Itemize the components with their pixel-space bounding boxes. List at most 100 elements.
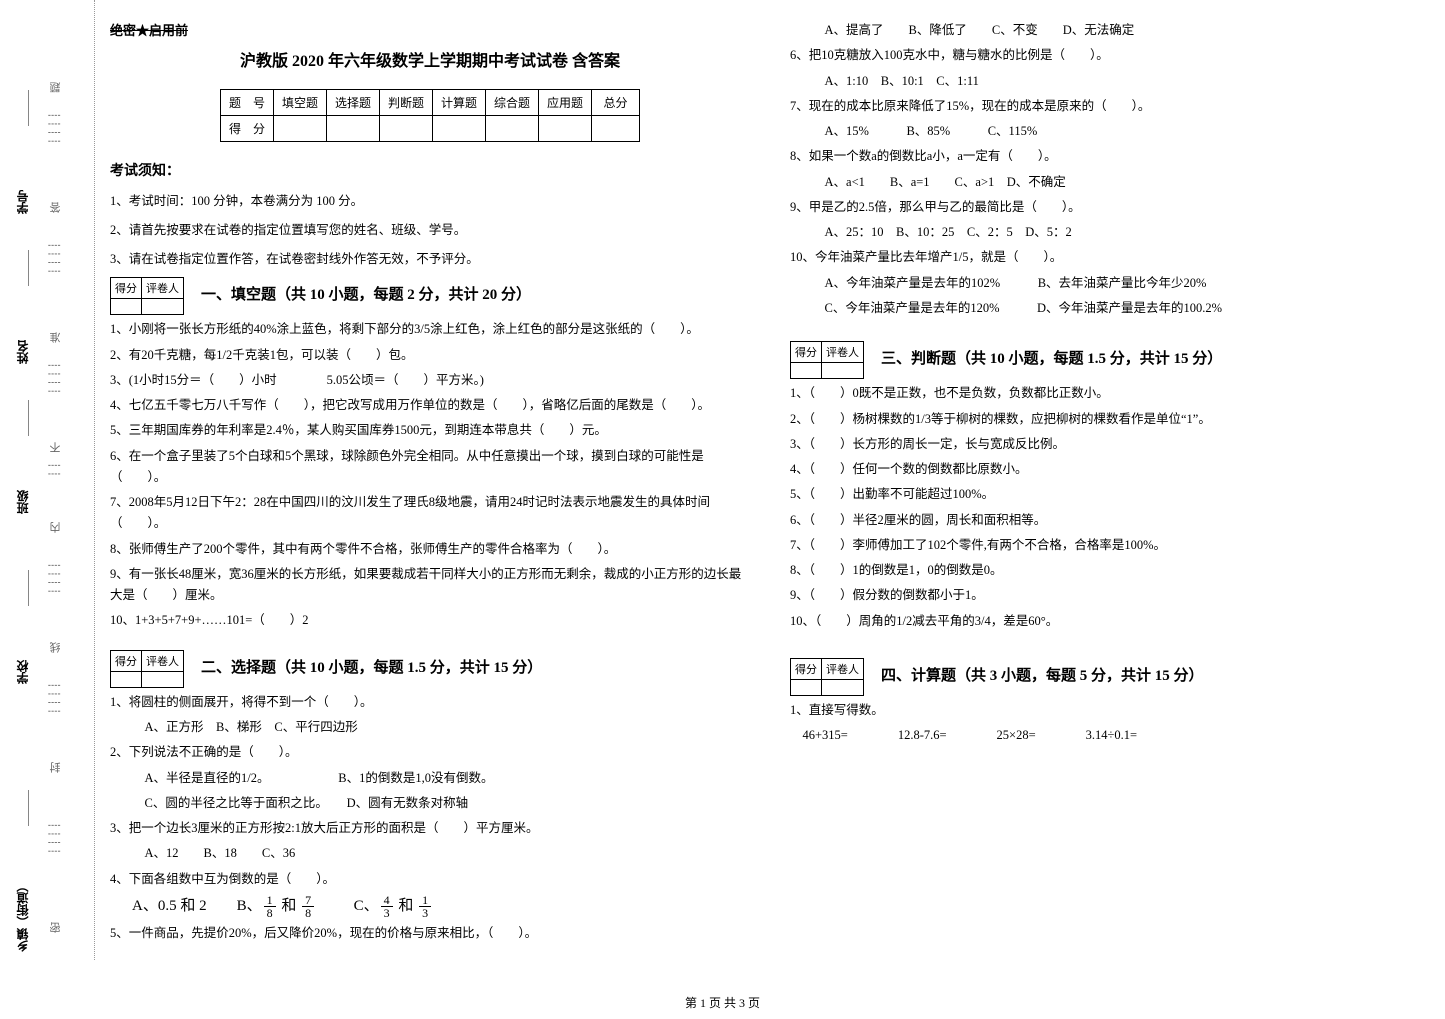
seal-char: 答 xyxy=(48,200,64,213)
choice-opts: A、正方形 B、梯形 C、平行四边形 xyxy=(110,717,750,738)
choice-frac-opts: A、0.5 和 2 B、18 和 78 C、43 和 13 xyxy=(110,894,750,920)
bind-label-id: 学号 xyxy=(14,190,31,214)
choice-opts: A、提高了 B、降低了 C、不变 D、无法确定 xyxy=(790,20,1430,41)
rules-head: 考试须知： xyxy=(110,160,750,180)
seal-dots: ┊┊ xyxy=(48,460,61,477)
choice-q: 8、如果一个数a的倒数比a小，a一定有（ ）。 xyxy=(790,146,1430,167)
bind-underline: ＿＿＿ xyxy=(14,790,31,826)
fill-q: 8、张师傅生产了200个零件，其中有两个零件不合格，张师傅生产的零件合格率为（ … xyxy=(110,539,750,560)
fill-q: 1、小刚将一张长方形纸的40%涂上蓝色，将剩下部分的3/5涂上红色，涂上红色的部… xyxy=(110,319,750,340)
page-footer: 第 1 页 共 3 页 xyxy=(0,994,1445,1011)
choice-opts: A、a<1 B、a=1 C、a>1 D、不确定 xyxy=(790,172,1430,193)
seal-char: 不 xyxy=(48,440,64,453)
score-h6: 应用题 xyxy=(539,90,592,116)
judge-q: 4、（ ）任何一个数的倒数都比原数小。 xyxy=(790,459,1430,480)
minibox-cell xyxy=(142,299,184,315)
frac-d: 8 xyxy=(264,907,276,919)
minibox-cell xyxy=(111,299,142,315)
score-cell xyxy=(326,116,379,142)
confidential-label: 绝密★启用前 xyxy=(110,20,750,39)
choice-opts: A、半径是直径的1/2。 B、1的倒数是1,0没有倒数。 xyxy=(110,768,750,789)
fill-q: 2、有20千克糖，每1/2千克装1包，可以装（ ）包。 xyxy=(110,345,750,366)
frac-n: 1 xyxy=(419,894,431,907)
minibox-grader: 评卷人 xyxy=(822,659,864,680)
judge-q: 9、（ ）假分数的倒数都小于1。 xyxy=(790,585,1430,606)
minibox-cell xyxy=(142,671,184,687)
fill-q: 7、2008年5月12日下午2：28在中国四川的汶川发生了理氏8级地震，请用24… xyxy=(110,492,750,535)
fill-q: 6、在一个盒子里装了5个白球和5个黑球，球除颜色外完全相同。从中任意摸出一个球，… xyxy=(110,446,750,489)
optA: A、0.5 和 2 xyxy=(132,898,207,914)
judge-q: 7、（ ）李师傅加工了102个零件,有两个不合格，合格率是100%。 xyxy=(790,535,1430,556)
calc-q: 1、直接写得数。 xyxy=(790,700,1430,721)
binding-strip: 乡镇（街道） 学校 班级 姓名 学号 ＿＿＿ ＿＿＿ ＿＿＿ ＿＿＿ ＿＿＿ 密… xyxy=(0,0,95,960)
page-body: 绝密★启用前 沪教版 2020 年六年级数学上学期期中考试试卷 含答案 题 号 … xyxy=(110,20,1430,960)
choice-q: 1、将圆柱的侧面展开，将得不到一个（ ）。 xyxy=(110,692,750,713)
minibox-cell xyxy=(111,671,142,687)
score-cell xyxy=(433,116,486,142)
bind-label-township: 乡镇（街道） xyxy=(14,880,31,952)
judge-q: 2、（ ）杨树棵数的1/3等于柳树的棵数，应把柳树的棵数看作是单位“1”。 xyxy=(790,409,1430,430)
bind-underline: ＿＿＿ xyxy=(14,400,31,436)
seal-char: 密 xyxy=(48,920,64,933)
choice-opts: C、圆的半径之比等于面积之比。 D、圆有无数条对称轴 xyxy=(110,793,750,814)
choice-opts: A、今年油菜产量是去年的102% B、去年油菜产量比今年少20% xyxy=(790,273,1430,294)
minibox-score: 得分 xyxy=(791,659,822,680)
fill-q: 9、有一张长48厘米，宽36厘米的长方形纸，如果要裁成若干同样大小的正方形而无剩… xyxy=(110,564,750,607)
minibox-score: 得分 xyxy=(111,650,142,671)
rule-item: 3、请在试卷指定位置作答，在试卷密封线外作答无效，不予评分。 xyxy=(110,248,750,267)
frac-d: 3 xyxy=(381,907,393,919)
fill-q: 3、(1小时15分＝（ ）小时 5.05公顷＝（ ）平方米。) xyxy=(110,370,750,391)
seal-char: 准 xyxy=(48,330,64,343)
frac-n: 4 xyxy=(381,894,393,907)
choice-q: 2、下列说法不正确的是（ ）。 xyxy=(110,742,750,763)
minibox-score: 得分 xyxy=(791,342,822,363)
choice-q: 7、现在的成本比原来降低了15%，现在的成本是原来的（ ）。 xyxy=(790,96,1430,117)
optB-pre: B、 xyxy=(237,898,262,914)
judge-q: 3、（ ）长方形的周长一定，长与宽成反比例。 xyxy=(790,434,1430,455)
frac-d: 3 xyxy=(419,907,431,919)
choice-opts: A、1:10 B、10:1 C、1:11 xyxy=(790,71,1430,92)
seal-char: 封 xyxy=(48,760,64,773)
choice-q: 6、把10克糖放入100克水中，糖与糖水的比例是（ ）。 xyxy=(790,45,1430,66)
seal-dots: ┊┊┊┊ xyxy=(48,560,61,595)
score-cell xyxy=(273,116,326,142)
score-minibox: 得分评卷人 xyxy=(790,341,864,379)
section-choice-title: 二、选择题（共 10 小题，每题 1.5 分，共计 15 分） xyxy=(201,656,542,677)
minibox-cell xyxy=(791,680,822,696)
score-h5: 综合题 xyxy=(486,90,539,116)
minibox-grader: 评卷人 xyxy=(142,650,184,671)
bind-label-school: 学校 xyxy=(14,660,31,684)
frac-d: 8 xyxy=(302,907,314,919)
minibox-cell xyxy=(791,363,822,379)
score-cell xyxy=(592,116,640,142)
bind-underline: ＿＿＿ xyxy=(14,90,31,126)
bind-underline: ＿＿＿ xyxy=(14,570,31,606)
seal-char: 线 xyxy=(48,640,64,653)
score-h2: 选择题 xyxy=(326,90,379,116)
section-fill-title: 一、填空题（共 10 小题，每题 2 分，共计 20 分） xyxy=(201,283,531,304)
choice-q: 9、甲是乙的2.5倍，那么甲与乙的最简比是（ ）。 xyxy=(790,197,1430,218)
choice-opts: A、15% B、85% C、115% xyxy=(790,121,1430,142)
choice-q: 10、今年油菜产量比去年增产1/5，就是（ ）。 xyxy=(790,247,1430,268)
calc-q: 46+315= 12.8-7.6= 25×28= 3.14÷0.1= xyxy=(790,725,1430,746)
minibox-grader: 评卷人 xyxy=(142,278,184,299)
score-h4: 计算题 xyxy=(433,90,486,116)
seal-dots: ┊┊┊┊ xyxy=(48,360,61,395)
rule-item: 1、考试时间：100 分钟，本卷满分为 100 分。 xyxy=(110,190,750,209)
seal-dots: ┊┊┊┊ xyxy=(48,680,61,715)
score-h1: 填空题 xyxy=(273,90,326,116)
section-judge-title: 三、判断题（共 10 小题，每题 1.5 分，共计 15 分） xyxy=(881,347,1222,368)
score-minibox: 得分评卷人 xyxy=(110,650,184,688)
choice-q: 3、把一个边长3厘米的正方形按2:1放大后正方形的面积是（ ）平方厘米。 xyxy=(110,818,750,839)
judge-q: 6、（ ）半径2厘米的圆，周长和面积相等。 xyxy=(790,510,1430,531)
bind-label-name: 姓名 xyxy=(14,340,31,364)
seal-dots: ┊┊┊┊ xyxy=(48,110,61,145)
score-minibox: 得分评卷人 xyxy=(790,658,864,696)
optC-mid: 和 xyxy=(395,898,418,914)
rules-list: 1、考试时间：100 分钟，本卷满分为 100 分。 2、请首先按要求在试卷的指… xyxy=(110,190,750,267)
bind-label-class: 班级 xyxy=(14,490,31,514)
score-cell xyxy=(379,116,432,142)
minibox-score: 得分 xyxy=(111,278,142,299)
score-cell xyxy=(539,116,592,142)
score-h7: 总分 xyxy=(592,90,640,116)
